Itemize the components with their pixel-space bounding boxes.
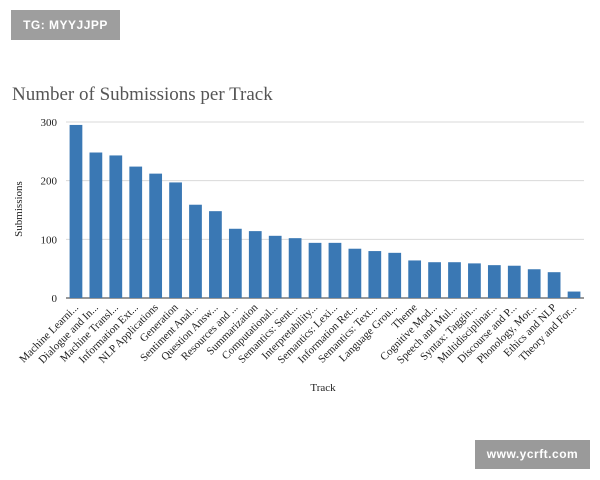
bar — [547, 272, 561, 298]
y-tick-label: 0 — [52, 293, 58, 305]
bar — [527, 269, 541, 298]
grid-lines — [66, 121, 584, 299]
bar — [328, 242, 342, 298]
bar — [468, 263, 481, 298]
x-tick-labels: Machine Learni...Dialogue and In...Machi… — [17, 301, 579, 366]
bar — [129, 166, 143, 298]
bar — [428, 262, 441, 298]
watermark-top-left: TG: MYYJJPP — [11, 10, 120, 40]
y-axis-label: Submissions — [13, 181, 25, 237]
y-tick-label: 300 — [41, 117, 58, 129]
bar — [89, 152, 103, 298]
bar — [288, 238, 302, 298]
bar — [248, 231, 262, 298]
bar — [408, 260, 422, 298]
y-tick-label: 200 — [41, 176, 58, 188]
bar — [567, 291, 581, 298]
bar — [507, 265, 521, 298]
bar — [308, 242, 322, 298]
bar — [448, 262, 461, 298]
bar — [348, 248, 362, 298]
bar — [149, 173, 163, 298]
bar — [109, 155, 123, 298]
bar — [228, 228, 242, 298]
bar — [189, 204, 202, 298]
watermark-bottom-right: www.ycrft.com — [475, 440, 590, 469]
y-tick-labels: 0 100 200 300 — [41, 117, 58, 305]
bar — [368, 251, 382, 298]
bars — [69, 124, 581, 299]
bar — [487, 265, 501, 298]
bar — [388, 252, 402, 298]
bar — [209, 211, 222, 298]
bar — [268, 235, 282, 298]
bar — [169, 182, 182, 298]
chart-title: Number of Submissions per Track — [12, 84, 273, 105]
y-tick-label: 100 — [41, 234, 58, 246]
bar — [69, 124, 83, 299]
x-axis-label: Track — [310, 382, 336, 394]
